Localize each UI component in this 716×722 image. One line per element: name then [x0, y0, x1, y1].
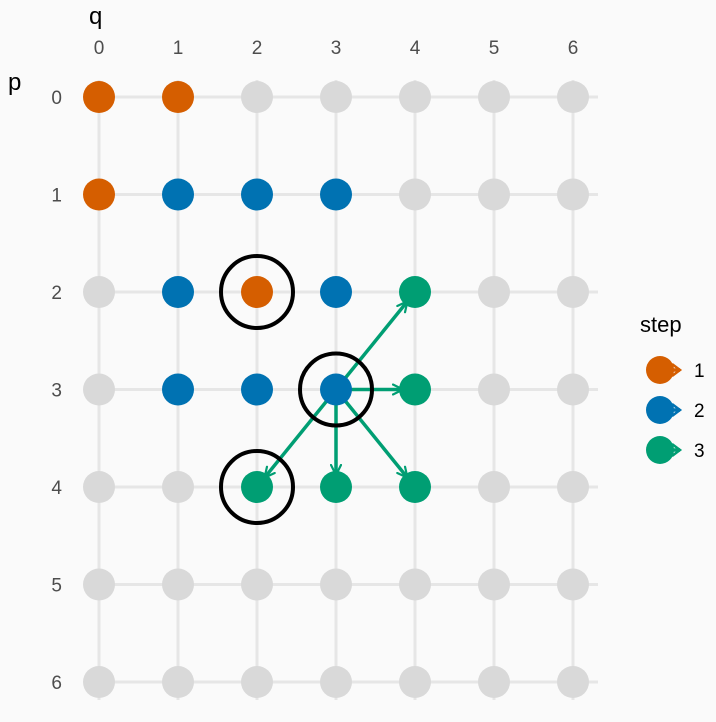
legend-key-point: [646, 396, 674, 424]
x-tick-label: 1: [173, 38, 184, 59]
background-point: [83, 276, 115, 308]
background-point: [241, 666, 273, 698]
data-point-step-3: [399, 276, 431, 308]
legend-key-point: [646, 436, 674, 464]
legend-label: 3: [694, 441, 705, 462]
y-axis-label: p: [8, 69, 21, 96]
legend-key-arrow: [671, 363, 683, 377]
highlight-circle: [298, 351, 374, 428]
y-tick-label: 5: [51, 576, 62, 597]
x-tick-label: 2: [252, 38, 263, 59]
data-point-step-2: [320, 373, 352, 406]
background-point: [399, 178, 431, 211]
data-point-step-2: [162, 178, 194, 211]
legend-key-arrow: [671, 403, 683, 417]
legend-label: 2: [694, 401, 705, 422]
y-tick-label: 1: [51, 186, 62, 207]
background-point: [557, 276, 589, 308]
data-point-step-1: [162, 81, 194, 113]
x-tick-label: 0: [94, 38, 105, 59]
data-point-step-3: [399, 373, 431, 406]
data-point-step-3: [399, 471, 431, 503]
background-point: [162, 666, 194, 698]
data-point-step-2: [241, 373, 273, 406]
background-point: [478, 276, 510, 308]
x-tick-label: 5: [489, 38, 500, 59]
x-tick-label: 4: [410, 38, 421, 59]
legend-key-point: [646, 356, 674, 384]
y-tick-label: 3: [51, 381, 62, 402]
y-tick-label: 0: [51, 88, 62, 109]
y-tick-label: 2: [51, 283, 62, 304]
background-point: [320, 666, 352, 698]
data-point-step-2: [241, 178, 273, 211]
background-point: [478, 178, 510, 211]
background-point: [320, 568, 352, 601]
background-point: [320, 81, 352, 113]
background-point: [399, 666, 431, 698]
x-tick-label: 3: [331, 38, 342, 59]
data-point-step-3: [241, 471, 273, 503]
step-points: [83, 81, 431, 503]
data-point-step-2: [320, 178, 352, 211]
background-point: [83, 471, 115, 503]
highlight-circle: [219, 449, 295, 525]
background-point: [241, 568, 273, 601]
legend-label: 1: [694, 361, 705, 382]
y-tick-label: 6: [51, 673, 62, 694]
background-point: [557, 666, 589, 698]
background-point: [478, 666, 510, 698]
y-tick-labels: 0 1 2 3 4 5 6: [51, 88, 62, 694]
background-point: [557, 471, 589, 503]
legend: step 1 2 3: [640, 312, 705, 464]
step-arrow: [338, 301, 408, 386]
step-arrow: [265, 393, 334, 478]
background-point: [478, 568, 510, 601]
background-point: [478, 373, 510, 406]
step-arrow: [338, 393, 408, 478]
background-point: [557, 81, 589, 113]
background-point: [557, 373, 589, 406]
background-point: [241, 81, 273, 113]
background-point: [162, 471, 194, 503]
background-point: [399, 568, 431, 601]
legend-key-arrow: [671, 443, 683, 457]
background-point: [557, 178, 589, 211]
highlight-circle: [219, 254, 295, 330]
highlight-circles: [219, 254, 374, 525]
x-tick-labels: 0 1 2 3 4 5 6: [94, 38, 579, 59]
data-point-step-2: [320, 276, 352, 308]
background-point: [162, 568, 194, 601]
background-point: [83, 568, 115, 601]
data-point-step-3: [320, 471, 352, 503]
data-point-step-2: [162, 373, 194, 406]
legend-title: step: [640, 312, 682, 337]
data-point-step-1: [241, 276, 273, 308]
background-point: [478, 81, 510, 113]
x-axis-label: q: [89, 3, 102, 30]
data-point-step-2: [162, 276, 194, 308]
background-points: [83, 81, 589, 698]
background-point: [399, 81, 431, 113]
background-point: [478, 471, 510, 503]
data-point-step-1: [83, 178, 115, 211]
x-tick-label: 6: [568, 38, 579, 59]
y-tick-label: 4: [51, 478, 62, 499]
background-point: [83, 373, 115, 406]
background-point: [557, 568, 589, 601]
data-point-step-1: [83, 81, 115, 113]
background-point: [83, 666, 115, 698]
